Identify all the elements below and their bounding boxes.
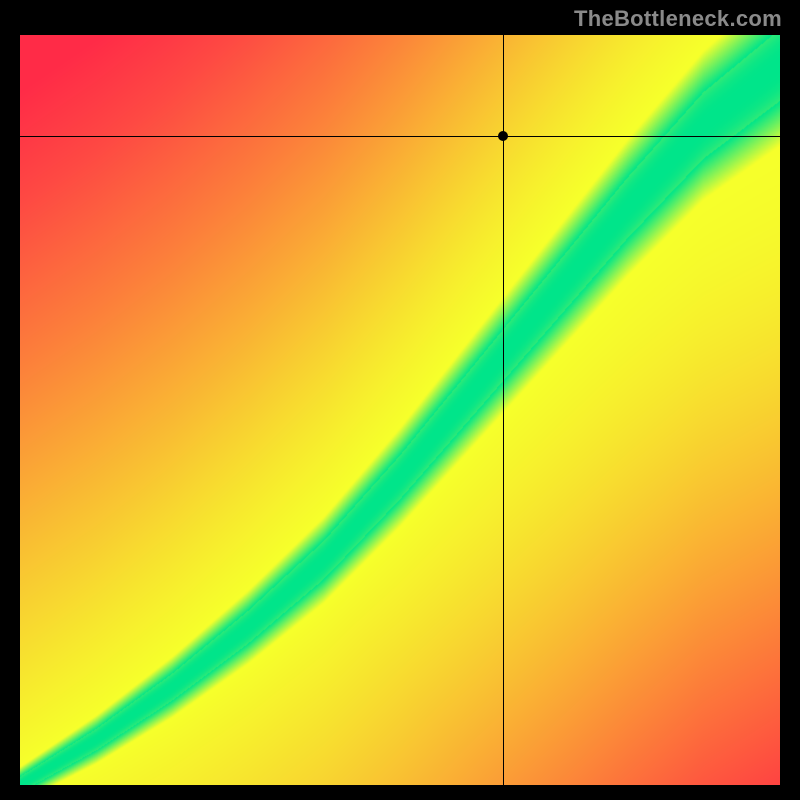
plot-area: [20, 35, 780, 785]
bottleneck-heatmap: [20, 35, 780, 785]
crosshair-horizontal-line: [20, 136, 780, 137]
crosshair-marker-dot: [498, 131, 508, 141]
watermark-text: TheBottleneck.com: [574, 6, 782, 32]
chart-container: TheBottleneck.com: [0, 0, 800, 800]
crosshair-vertical-line: [503, 35, 504, 785]
